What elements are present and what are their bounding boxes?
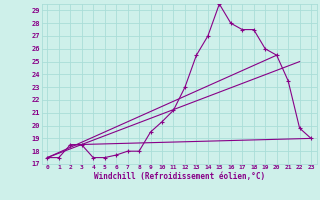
X-axis label: Windchill (Refroidissement éolien,°C): Windchill (Refroidissement éolien,°C) xyxy=(94,172,265,181)
